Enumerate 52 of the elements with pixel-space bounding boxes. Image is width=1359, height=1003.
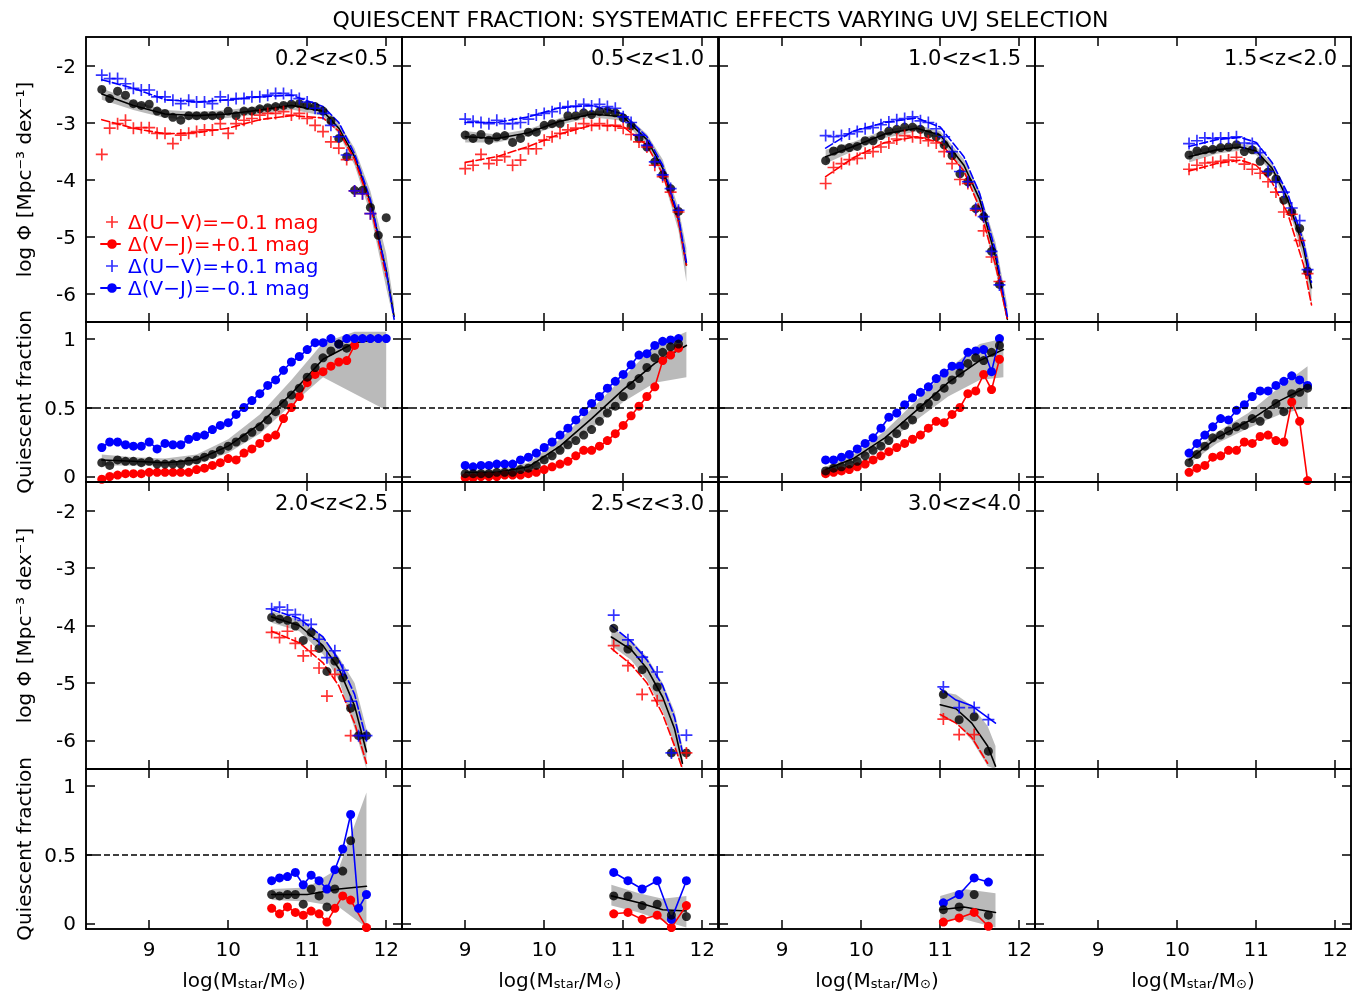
y-tick-label: 1 xyxy=(63,326,76,351)
chart-title: QUIESCENT FRACTION: SYSTEMATIC EFFECTS VARYING UVJ SELECTION xyxy=(332,6,1109,32)
x-tick-label: 12 xyxy=(373,937,399,961)
legend-label: Δ(U−V)=+0.1 mag xyxy=(128,254,319,278)
x-tick-label: 10 xyxy=(215,937,241,961)
y-axis-title: log Φ [Mpc⁻³ dex⁻¹] xyxy=(12,81,36,278)
y-tick-label: -2 xyxy=(56,498,76,523)
y-tick-label: 0.5 xyxy=(44,395,76,420)
annotation: 0.5<z<1.0 xyxy=(590,45,705,70)
y-tick-label: 1 xyxy=(63,773,76,798)
y-tick-label: -4 xyxy=(56,167,76,192)
annotation: 2.5<z<3.0 xyxy=(590,490,705,515)
y-tick-label: -4 xyxy=(56,613,76,638)
x-tick-label: 9 xyxy=(142,937,156,961)
x-tick-label: 10 xyxy=(848,937,874,961)
y-tick-label: -5 xyxy=(56,670,76,695)
y-tick-label: -3 xyxy=(56,556,76,581)
x-tick-label: 12 xyxy=(1006,937,1032,961)
y-axis-title: Quiescent fraction xyxy=(12,757,36,941)
y-tick-label: -5 xyxy=(56,224,76,249)
y-axis-title: Quiescent fraction xyxy=(12,310,36,494)
y-tick-label: -6 xyxy=(56,281,76,306)
y-tick-label: 0.5 xyxy=(44,842,76,867)
x-tick-label: 11 xyxy=(294,937,320,961)
y-tick-label: -2 xyxy=(56,53,76,78)
annotation: 3.0<z<4.0 xyxy=(907,490,1022,515)
x-axis-title: log(Mstar/M⊙) xyxy=(498,967,622,992)
x-tick-label: 9 xyxy=(1091,937,1105,961)
annotation: 1.0<z<1.5 xyxy=(907,45,1022,70)
x-tick-label: 10 xyxy=(1164,937,1190,961)
x-tick-label: 9 xyxy=(775,937,789,961)
y-tick-label: -6 xyxy=(56,728,76,753)
x-tick-label: 11 xyxy=(927,937,953,961)
x-tick-label: 9 xyxy=(458,937,472,961)
x-tick-label: 10 xyxy=(531,937,557,961)
x-axis-title: log(Mstar/M⊙) xyxy=(1131,967,1255,992)
annotation: 1.5<z<2.0 xyxy=(1223,45,1338,70)
x-tick-label: 12 xyxy=(689,937,715,961)
legend-label: Δ(V−J)=+0.1 mag xyxy=(128,232,310,256)
legend-label: Δ(V−J)=−0.1 mag xyxy=(128,276,310,300)
y-tick-label: -3 xyxy=(56,110,76,135)
x-tick-label: 12 xyxy=(1322,937,1348,961)
y-tick-label: 0 xyxy=(63,911,76,936)
x-axis-title: log(Mstar/M⊙) xyxy=(182,967,306,992)
x-axis-title: log(Mstar/M⊙) xyxy=(815,967,939,992)
y-tick-label: 0 xyxy=(63,464,76,489)
annotation: 2.0<z<2.5 xyxy=(274,490,389,515)
annotation: 0.2<z<0.5 xyxy=(274,45,389,70)
x-tick-label: 11 xyxy=(1243,937,1269,961)
y-axis-title: log Φ [Mpc⁻³ dex⁻¹] xyxy=(12,527,36,724)
x-tick-label: 11 xyxy=(610,937,636,961)
legend-label: Δ(U−V)=−0.1 mag xyxy=(128,210,319,234)
